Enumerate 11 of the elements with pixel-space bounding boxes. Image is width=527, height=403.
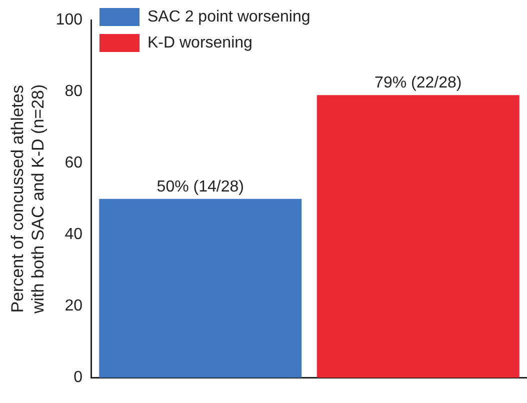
y-tick-label: 0 bbox=[74, 369, 83, 386]
y-tick-label: 40 bbox=[64, 226, 83, 244]
legend-label: SAC 2 point worsening bbox=[147, 8, 310, 26]
y-tick-label: 100 bbox=[56, 11, 83, 28]
data-label: 50% (14/28) bbox=[156, 178, 244, 196]
y-tick-label: 60 bbox=[64, 154, 83, 172]
y-tick-label: 80 bbox=[64, 82, 83, 100]
y-tick-label: 20 bbox=[64, 298, 83, 315]
data-label: 79% (22/28) bbox=[374, 74, 462, 92]
legend-label: K-D worsening bbox=[147, 34, 252, 52]
y-axis-title: Percent of concussed athletes with both SAC and K-D (n=28) bbox=[8, 84, 48, 314]
